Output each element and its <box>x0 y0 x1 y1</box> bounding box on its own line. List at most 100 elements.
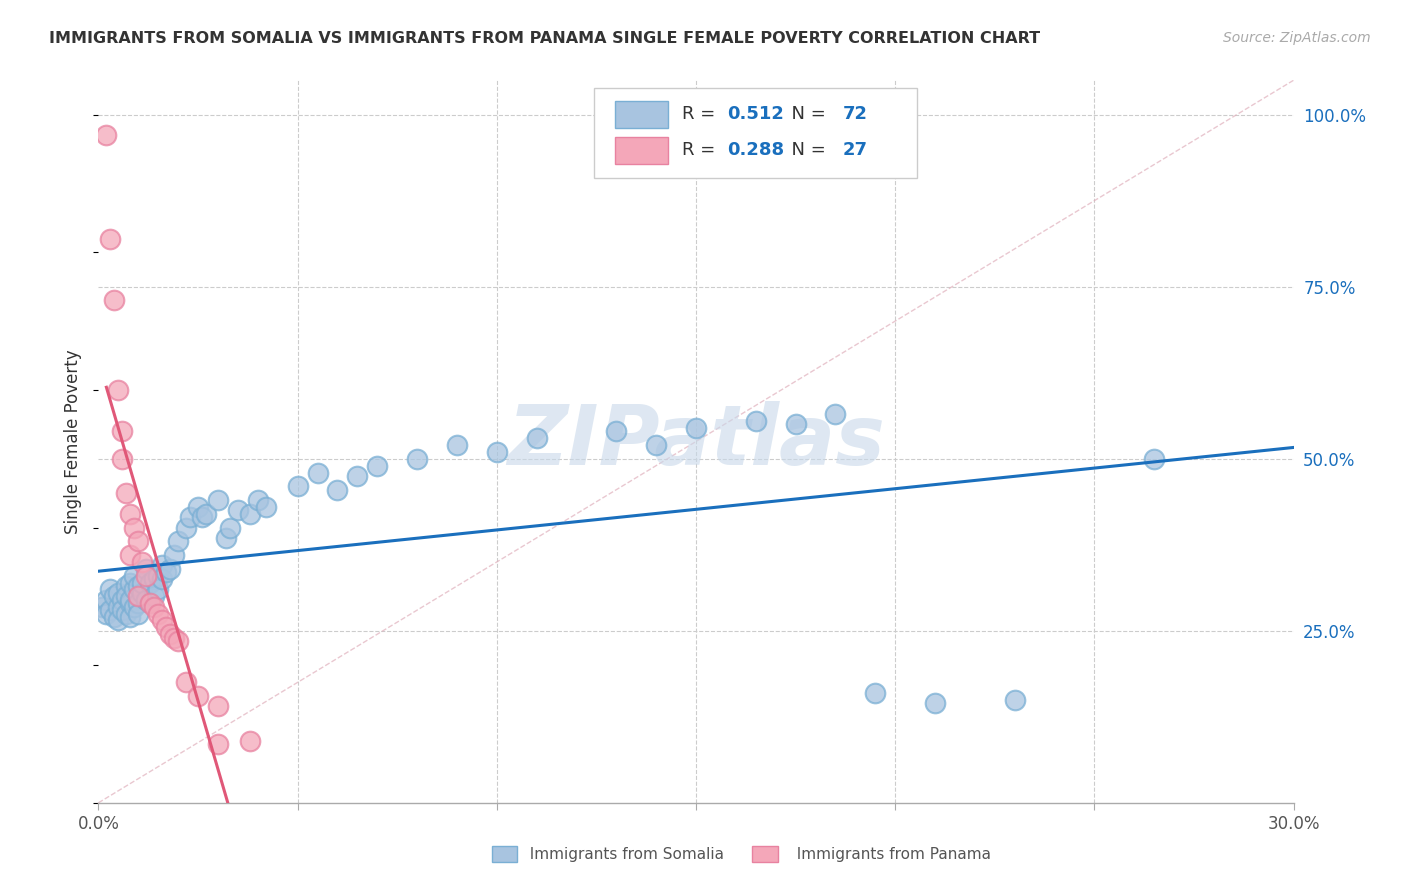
Point <box>120 507 142 521</box>
Point <box>207 737 229 751</box>
Point <box>139 596 162 610</box>
Point <box>124 520 146 534</box>
Text: 72: 72 <box>844 105 868 123</box>
Point <box>98 231 122 245</box>
FancyBboxPatch shape <box>614 101 668 128</box>
Point <box>96 607 118 621</box>
Point <box>167 634 190 648</box>
Point <box>115 590 138 604</box>
Point <box>187 689 209 703</box>
Point <box>107 586 129 600</box>
Point <box>446 438 468 452</box>
Point <box>98 582 122 597</box>
Text: IMMIGRANTS FROM SOMALIA VS IMMIGRANTS FROM PANAMA SINGLE FEMALE POVERTY CORRELAT: IMMIGRANTS FROM SOMALIA VS IMMIGRANTS FR… <box>49 31 1040 46</box>
Point <box>226 503 249 517</box>
FancyBboxPatch shape <box>595 87 917 178</box>
Point <box>124 599 146 614</box>
Point <box>120 548 142 562</box>
Point <box>645 438 668 452</box>
Point <box>745 414 768 428</box>
Point <box>148 582 170 597</box>
Point <box>135 592 157 607</box>
Point <box>111 592 134 607</box>
Point <box>163 631 186 645</box>
Point <box>239 734 262 748</box>
Point <box>135 568 157 582</box>
Point <box>1143 451 1166 466</box>
Text: Immigrants from Panama: Immigrants from Panama <box>787 847 991 862</box>
Point <box>103 610 125 624</box>
Point <box>148 607 170 621</box>
Point <box>143 599 166 614</box>
Point <box>131 555 153 569</box>
Point <box>111 603 134 617</box>
Text: Immigrants from Somalia: Immigrants from Somalia <box>520 847 724 862</box>
Point <box>605 424 627 438</box>
Point <box>485 445 508 459</box>
Point <box>406 451 429 466</box>
Text: ZIPatlas: ZIPatlas <box>508 401 884 482</box>
Point <box>254 500 277 514</box>
Point <box>159 627 181 641</box>
Point <box>526 431 548 445</box>
Point <box>120 575 142 590</box>
Point <box>167 534 190 549</box>
Point <box>127 607 149 621</box>
Point <box>115 486 138 500</box>
Point <box>163 548 186 562</box>
Point <box>127 590 149 604</box>
Point <box>195 507 218 521</box>
Point <box>131 575 153 590</box>
Point <box>1004 692 1026 706</box>
Point <box>120 592 142 607</box>
Point <box>191 510 214 524</box>
Point <box>139 596 162 610</box>
Point <box>865 686 887 700</box>
Point <box>139 575 162 590</box>
FancyBboxPatch shape <box>614 136 668 164</box>
Point <box>207 493 229 508</box>
Point <box>124 582 146 597</box>
FancyBboxPatch shape <box>752 846 778 862</box>
Point <box>150 558 173 573</box>
Point <box>107 599 129 614</box>
Point <box>127 596 149 610</box>
Text: Source: ZipAtlas.com: Source: ZipAtlas.com <box>1223 31 1371 45</box>
Y-axis label: Single Female Poverty: Single Female Poverty <box>65 350 83 533</box>
Point <box>111 451 134 466</box>
Point <box>685 421 707 435</box>
Point <box>143 590 166 604</box>
Text: 0.288: 0.288 <box>727 141 785 160</box>
Point <box>103 293 125 308</box>
Point <box>127 534 149 549</box>
Point <box>111 424 134 438</box>
Point <box>159 562 181 576</box>
Point <box>98 603 122 617</box>
Point <box>215 531 238 545</box>
Point <box>148 568 170 582</box>
Text: 0.512: 0.512 <box>727 105 785 123</box>
Point <box>824 407 846 421</box>
Point <box>155 566 177 580</box>
Point <box>91 599 114 614</box>
Point <box>127 579 149 593</box>
Point <box>124 568 146 582</box>
Point <box>115 607 138 621</box>
Point <box>131 586 153 600</box>
Point <box>366 458 388 473</box>
Point <box>96 128 118 143</box>
Point <box>219 520 242 534</box>
Point <box>143 572 166 586</box>
Point <box>150 572 173 586</box>
Point <box>179 510 201 524</box>
Point <box>135 562 157 576</box>
Point <box>120 610 142 624</box>
Point <box>96 592 118 607</box>
FancyBboxPatch shape <box>492 846 517 862</box>
Point <box>174 520 197 534</box>
Point <box>346 469 368 483</box>
Point <box>187 500 209 514</box>
Point <box>287 479 309 493</box>
Point <box>155 620 177 634</box>
Point <box>924 696 946 710</box>
